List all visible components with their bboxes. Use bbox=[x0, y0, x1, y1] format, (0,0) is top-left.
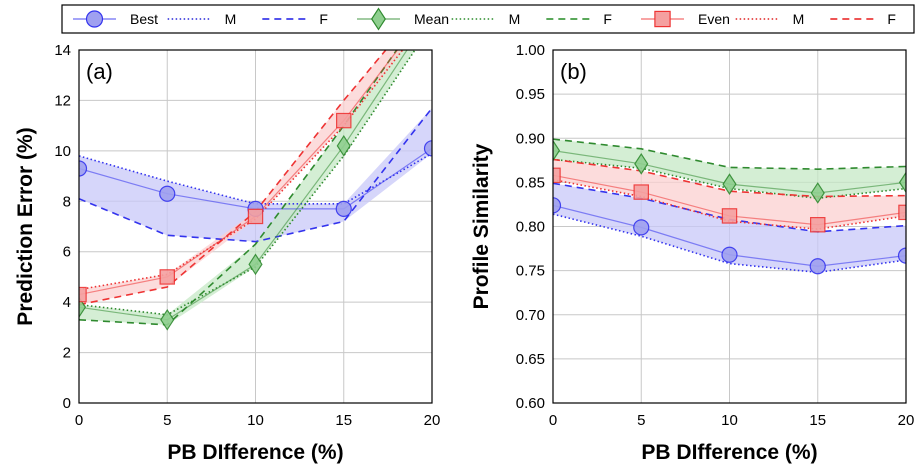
data-point-best bbox=[335, 200, 352, 217]
data-point-even bbox=[79, 286, 87, 303]
y-tick-label: 0 bbox=[63, 395, 71, 412]
data-point-even bbox=[810, 217, 826, 233]
x-axis-label: PB DIfference (%) bbox=[641, 441, 817, 464]
y-tick-label: 0.80 bbox=[516, 219, 545, 236]
series-line-best-dotted bbox=[79, 152, 432, 205]
data-point-even bbox=[159, 269, 175, 285]
x-tick-label: 20 bbox=[424, 412, 441, 429]
x-tick-label: 0 bbox=[549, 412, 557, 429]
x-tick-label: 10 bbox=[721, 412, 738, 429]
y-tick-label: 0.65 bbox=[516, 351, 545, 368]
series-line-mean-dashed bbox=[79, 50, 398, 326]
legend-marker-square bbox=[654, 10, 671, 28]
data-point-best bbox=[897, 247, 906, 264]
data-point-mean bbox=[634, 152, 649, 175]
data-point-mean bbox=[79, 296, 87, 319]
panel-label: (a) bbox=[86, 59, 113, 84]
legend-label: M bbox=[225, 11, 237, 27]
y-tick-label: 14 bbox=[54, 42, 71, 59]
y-tick-label: 4 bbox=[63, 294, 71, 311]
data-point-even bbox=[721, 208, 738, 224]
x-tick-label: 20 bbox=[898, 412, 915, 429]
data-point-best bbox=[553, 197, 562, 214]
chart-panel-a: 0 5 10 15 20 0 2 4 6 8 10 12 14 PB DIfference (%) Pred… bbox=[14, 42, 441, 464]
data-point-best bbox=[721, 246, 738, 263]
data-point-mean bbox=[160, 308, 175, 331]
y-tick-label: 12 bbox=[54, 92, 71, 109]
data-point-mean bbox=[810, 182, 825, 204]
legend-label: M bbox=[509, 11, 521, 27]
x-tick-label: 10 bbox=[247, 412, 264, 429]
y-tick-label: 10 bbox=[54, 143, 71, 160]
chart-panel-b: 0 5 10 15 20 0.60 0.65 0.70 0.75 0.80 0.85 0.90 0.95… bbox=[470, 42, 914, 464]
y-tick-label: 2 bbox=[63, 345, 71, 362]
legend-label: Even bbox=[698, 11, 730, 27]
data-point-mean bbox=[553, 139, 561, 162]
best-range-band bbox=[553, 183, 906, 273]
data-point-even bbox=[898, 204, 906, 221]
legend-label: M bbox=[793, 11, 805, 27]
y-tick-label: 0.95 bbox=[516, 86, 545, 103]
legend-label: F bbox=[887, 11, 896, 27]
legend-marker-circle bbox=[85, 10, 104, 28]
x-tick-label: 5 bbox=[163, 412, 171, 429]
y-tick-label: 0.75 bbox=[516, 263, 545, 280]
y-axis-label: Profile Similarity bbox=[470, 143, 493, 309]
data-point-even bbox=[247, 208, 264, 225]
y-tick-label: 6 bbox=[63, 244, 71, 261]
panel-label: (b) bbox=[560, 59, 587, 84]
x-axis-label: PB DIfference (%) bbox=[167, 441, 343, 464]
x-tick-label: 15 bbox=[809, 412, 826, 429]
axes-frame bbox=[78, 49, 433, 404]
data-point-mean bbox=[898, 171, 906, 194]
legend-label: Mean bbox=[414, 11, 449, 27]
legend-label: F bbox=[603, 11, 612, 27]
x-tick-label: 0 bbox=[75, 412, 83, 429]
even-range-band bbox=[79, 50, 403, 305]
data-point-even bbox=[336, 112, 352, 129]
y-tick-label: 8 bbox=[63, 193, 71, 210]
legend-label: Best bbox=[130, 11, 158, 27]
legend-label: F bbox=[319, 11, 328, 27]
data-point-even bbox=[633, 184, 649, 200]
plot-area bbox=[79, 50, 432, 331]
plot-area bbox=[553, 138, 906, 275]
y-tick-label: 0.85 bbox=[516, 174, 545, 191]
legend: Best M F Mean M F Even M F bbox=[61, 4, 915, 34]
y-tick-label: 0.70 bbox=[516, 307, 545, 324]
legend-marker-diamond bbox=[370, 7, 387, 31]
y-tick-label: 0.90 bbox=[516, 130, 545, 147]
y-axis-label: Prediction Error (%) bbox=[14, 127, 37, 325]
data-point-mean bbox=[248, 253, 263, 276]
data-point-best bbox=[809, 258, 826, 275]
series-line-best-dashed bbox=[79, 107, 432, 243]
y-tick-label: 0.60 bbox=[516, 395, 545, 412]
data-point-mean bbox=[722, 173, 737, 195]
x-tick-label: 15 bbox=[335, 412, 352, 429]
y-tick-label: 1.00 bbox=[516, 42, 545, 59]
x-tick-label: 5 bbox=[637, 412, 645, 429]
data-point-even bbox=[553, 167, 561, 184]
data-point-best bbox=[79, 160, 88, 177]
data-point-mean bbox=[336, 134, 351, 157]
data-point-best bbox=[159, 185, 176, 202]
axes-frame bbox=[552, 49, 907, 404]
series-line-best-dotted bbox=[553, 213, 906, 274]
data-point-best bbox=[423, 140, 432, 157]
data-point-best bbox=[633, 219, 650, 236]
